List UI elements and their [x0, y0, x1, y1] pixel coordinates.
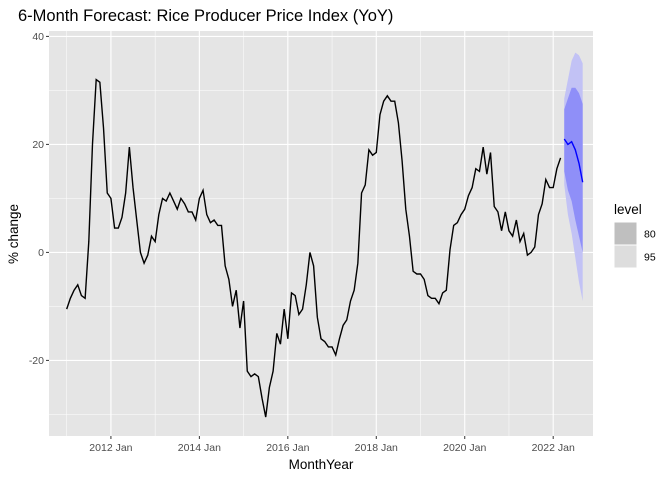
- y-axis-title: % change: [6, 204, 21, 264]
- x-tick-label: 2016 Jan: [266, 442, 309, 454]
- y-tick-label: 20: [32, 139, 44, 151]
- y-tick-label: 0: [38, 247, 44, 259]
- legend-label: 95: [644, 252, 656, 264]
- x-tick-label: 2022 Jan: [532, 442, 575, 454]
- legend-title: level: [614, 202, 642, 217]
- x-axis-title: MonthYear: [289, 457, 354, 472]
- x-tick-label: 2018 Jan: [355, 442, 398, 454]
- plot-panel: [49, 31, 593, 436]
- legend: level 80 95: [613, 202, 656, 269]
- x-tick-label: 2012 Jan: [89, 442, 132, 454]
- y-tick-label: -20: [29, 355, 44, 367]
- x-axis-ticks: 2012 Jan 2014 Jan 2016 Jan 2018 Jan 2020 Jan…: [89, 436, 575, 454]
- legend-key: [613, 221, 638, 246]
- y-tick-label: 40: [32, 31, 44, 43]
- forecast-band-80: [564, 87, 583, 253]
- y-axis-ticks: -20 0 20 40: [29, 31, 49, 367]
- x-tick-label: 2014 Jan: [178, 442, 221, 454]
- chart-title: 6-Month Forecast: Rice Producer Price In…: [18, 7, 393, 25]
- x-tick-label: 2020 Jan: [443, 442, 486, 454]
- grid-major: [49, 31, 593, 436]
- history-series-line: [66, 78, 562, 418]
- forecast-mean-line: [563, 138, 584, 183]
- legend-label: 80: [644, 229, 656, 241]
- legend-key: [613, 244, 638, 269]
- grid-minor: [49, 31, 593, 436]
